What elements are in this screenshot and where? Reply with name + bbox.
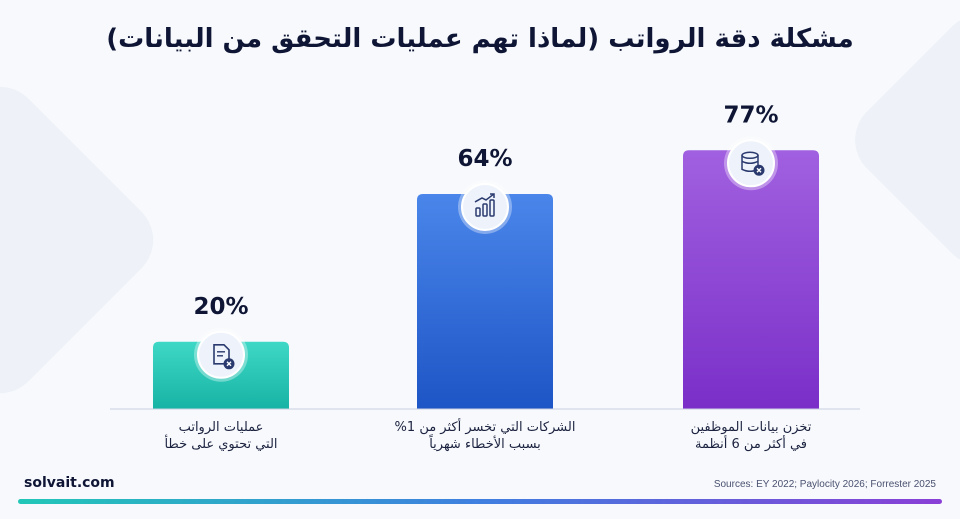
database-error-icon	[724, 136, 778, 191]
value-label-2: 64%	[457, 146, 512, 172]
brand-link[interactable]: solvait.com	[24, 475, 115, 491]
sources-note: Sources: EY 2022; Paylocity 2026; Forres…	[713, 479, 936, 490]
growth-chart-icon	[458, 179, 512, 234]
value-label-1: 20%	[193, 294, 248, 320]
document-error-icon	[194, 327, 248, 382]
bar-3	[683, 150, 819, 409]
value-label-3: 77%	[723, 102, 778, 128]
category-label-1-line-1: عمليات الرواتب	[179, 420, 264, 435]
category-label-3-line-2: في أكثر من 6 أنظمة	[695, 435, 807, 452]
category-label-2-line-1: الشركات التي تخسر أكثر من 1%	[395, 418, 576, 435]
bar-2	[417, 193, 553, 409]
category-label-3-line-1: تخزن بيانات الموظفين	[691, 420, 812, 435]
footer-gradient-bar	[18, 499, 942, 504]
category-label-2-line-2: بسبب الأخطاء شهرياً	[429, 434, 541, 452]
chart-title: مشكلة دقة الرواتب (لماذا تهم عمليات التح…	[106, 24, 854, 54]
category-label-1-line-2: التي تحتوي على خطأ	[164, 434, 277, 452]
